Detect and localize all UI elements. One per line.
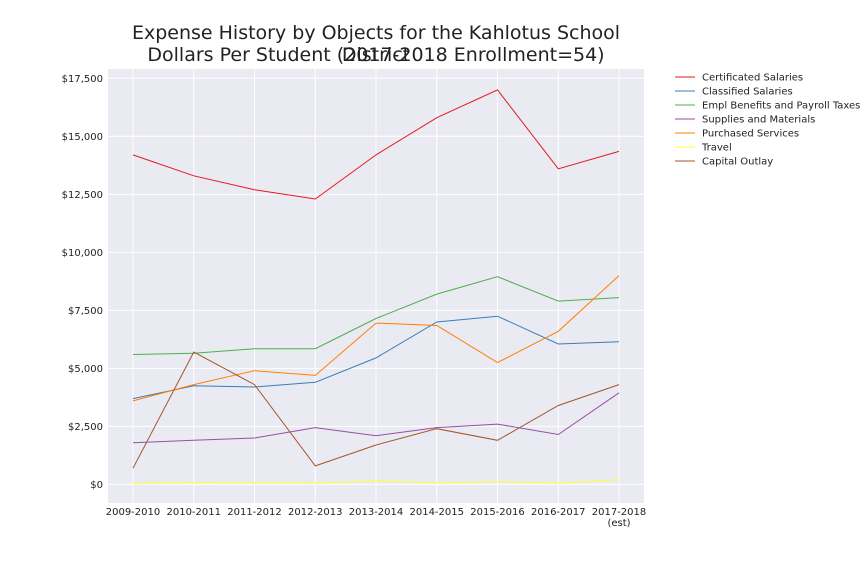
legend-label: Capital Outlay (702, 157, 773, 168)
x-tick-label: 2010-2011 (166, 507, 221, 518)
y-tick-label: $17,500 (62, 74, 103, 85)
x-tick-label: 2015-2016 (470, 507, 525, 518)
series-line-empl-benefits-and-payroll-taxes (132, 276, 620, 355)
y-tick-label: $2,500 (68, 422, 103, 433)
x-tick-label: 2011-2012 (227, 507, 282, 518)
chart-subtitle: Dollars Per Student (2017-2018 Enrollmen… (147, 44, 605, 66)
legend-label: Supplies and Materials (702, 115, 815, 126)
series-line-capital-outlay (132, 351, 620, 469)
series-line-purchased-services (132, 275, 620, 402)
legend-label: Purchased Services (702, 129, 799, 140)
y-tick-label: $7,500 (68, 306, 103, 317)
series-line-certificated-salaries (132, 89, 620, 200)
legend-label: Empl Benefits and Payroll Taxes (702, 101, 860, 112)
x-tick-sublabel: (est) (607, 518, 630, 529)
x-tick-label: 2012-2013 (288, 507, 343, 518)
y-tick-label: $5,000 (68, 364, 103, 375)
x-tick-label: 2016-2017 (531, 507, 586, 518)
legend-label: Travel (701, 143, 732, 154)
y-tick-label: $12,500 (62, 190, 103, 201)
x-tick-label: 2009-2010 (106, 507, 161, 518)
x-tick-label: 2017-2018 (592, 507, 647, 518)
series-line-supplies-and-materials (132, 392, 620, 444)
chart-title: Expense History by Objects for the Kahlo… (131, 22, 621, 66)
legend-label: Certificated Salaries (702, 73, 803, 84)
series-line-classified-salaries (132, 315, 620, 400)
series-line-travel (132, 479, 620, 485)
y-tick-label: $0 (90, 480, 103, 491)
y-tick-label: $10,000 (62, 248, 103, 259)
y-tick-label: $15,000 (62, 132, 103, 143)
legend-label: Classified Salaries (702, 87, 793, 98)
x-tick-label: 2014-2015 (409, 507, 464, 518)
x-tick-label: 2013-2014 (349, 507, 404, 518)
